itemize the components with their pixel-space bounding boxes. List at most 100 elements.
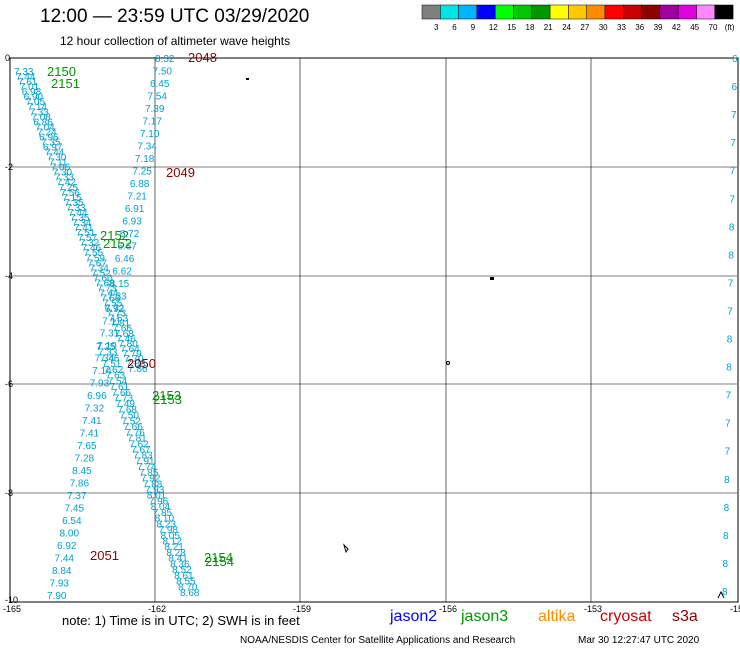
pass-number-label: 2154 bbox=[204, 550, 233, 565]
swh-value: 7.11 bbox=[102, 316, 121, 327]
swh-value: 7.68 bbox=[114, 329, 134, 340]
swh-value: 6.91 bbox=[125, 204, 145, 215]
colorbar-label: 15 bbox=[507, 23, 517, 32]
swh-value: 8.68 bbox=[180, 588, 200, 599]
swh-value: 8.10 bbox=[155, 514, 175, 525]
swh-value: 6.96 bbox=[87, 391, 107, 402]
swh-value: 7.66 bbox=[123, 422, 143, 433]
colorbar-label: 9 bbox=[470, 23, 476, 32]
pass-number-label: 2051 bbox=[90, 548, 119, 563]
swh-value: 7.41 bbox=[82, 416, 102, 427]
swh-value: 8 bbox=[728, 250, 734, 261]
swh-value: 7.55 bbox=[84, 248, 104, 259]
swh-value: 7.56 bbox=[60, 188, 80, 199]
swh-value: 7.66 bbox=[113, 324, 133, 335]
swh-value: 7 bbox=[730, 166, 736, 177]
island-marker bbox=[446, 361, 450, 365]
colorbar-label: 42 bbox=[671, 23, 681, 32]
swh-value: 7.53 bbox=[109, 314, 129, 325]
swh-value: 8.21 bbox=[164, 542, 184, 553]
swh-value: 7.76 bbox=[125, 428, 145, 439]
legend-altika: altika bbox=[538, 608, 576, 625]
swh-value: 6.46 bbox=[115, 254, 135, 265]
swh-value: 7.19 bbox=[97, 341, 117, 352]
swh-value: 7.24 bbox=[37, 127, 57, 138]
colorbar-swatch bbox=[421, 4, 441, 20]
swh-value: 7.86 bbox=[70, 479, 90, 490]
swh-value: 7.44 bbox=[45, 148, 65, 159]
swh-value: 7.92 bbox=[141, 474, 161, 485]
colorbar-label: 27 bbox=[580, 23, 590, 32]
swh-value: 8.04 bbox=[151, 502, 171, 513]
swh-value: 7.93 bbox=[90, 379, 110, 390]
swh-value: 7.21 bbox=[127, 191, 147, 202]
swh-value: 8.52 bbox=[172, 565, 192, 576]
x-tick-label: -150 bbox=[730, 604, 740, 614]
colorbar-swatch bbox=[714, 4, 734, 20]
swh-value: 7 bbox=[725, 419, 731, 430]
swh-value: 7.44 bbox=[16, 72, 36, 83]
colorbar-label: 39 bbox=[653, 23, 663, 32]
swh-value: 6.98 bbox=[22, 87, 42, 98]
swh-value: 7.39 bbox=[145, 104, 165, 115]
swh-value: 8.84 bbox=[52, 566, 72, 577]
swh-value: 7.98 bbox=[159, 525, 179, 536]
island-marker bbox=[490, 277, 494, 280]
swh-value: 7.44 bbox=[68, 208, 88, 219]
swh-value: 7 bbox=[726, 391, 732, 402]
swh-value: 7.79 bbox=[122, 349, 142, 360]
y-tick-label: -4 bbox=[5, 271, 13, 281]
swh-value: 7.67 bbox=[87, 258, 107, 269]
swh-value: 7.74 bbox=[137, 462, 157, 473]
island-marker bbox=[342, 543, 349, 554]
swh-value: 7.34 bbox=[137, 141, 157, 152]
swh-value: 7.62 bbox=[104, 365, 124, 376]
colorbar-label: 33 bbox=[617, 23, 626, 32]
swh-value: 7.81 bbox=[111, 319, 131, 330]
swh-value: 8 bbox=[722, 587, 728, 598]
swh-value: 8 bbox=[723, 531, 729, 542]
colorbar-label: 21 bbox=[543, 23, 553, 32]
swh-value: 7.30 bbox=[47, 153, 67, 164]
island-marker bbox=[717, 590, 725, 599]
swh-value: 7.93 bbox=[145, 485, 165, 496]
swh-value: 7.70 bbox=[124, 354, 144, 365]
swh-value: 8 bbox=[723, 559, 729, 570]
swh-value: 7.54 bbox=[108, 376, 128, 387]
swh-value: 7.14 bbox=[28, 102, 48, 113]
swh-value: 7.66 bbox=[101, 294, 121, 305]
swh-value: 7.33 bbox=[66, 203, 86, 214]
swh-value: 7.61 bbox=[110, 382, 130, 393]
swh-value: 7.41 bbox=[74, 223, 94, 234]
colorbar-swatch bbox=[458, 4, 478, 20]
swh-value: 7.32 bbox=[85, 404, 105, 415]
pass-number-label: 2150 bbox=[47, 64, 76, 79]
pass-number-label: 2151 bbox=[51, 76, 80, 91]
swh-value: 7.49 bbox=[116, 399, 136, 410]
pass-number-label: 2153 bbox=[153, 392, 182, 407]
colorbar-swatch bbox=[440, 4, 459, 20]
swh-value: 7.61 bbox=[18, 77, 38, 88]
colorbar-swatch bbox=[641, 4, 661, 20]
swh-value: 7.51 bbox=[102, 359, 122, 370]
colorbar-swatch bbox=[531, 4, 551, 20]
land-markers bbox=[246, 78, 725, 599]
swh-value: 7.80 bbox=[118, 339, 138, 350]
swh-value: 8.12 bbox=[162, 537, 182, 548]
swh-value: 7.42 bbox=[57, 178, 77, 189]
colorbar-label: 6 bbox=[452, 23, 457, 32]
swh-value: 6.45 bbox=[150, 79, 170, 90]
swh-value: 7.93 bbox=[50, 579, 70, 590]
swh-value: 7.44 bbox=[99, 288, 119, 299]
swh-value: 7.34 bbox=[95, 354, 115, 365]
swh-value: 6.88 bbox=[130, 179, 150, 190]
swh-value: 6.72 bbox=[120, 229, 140, 240]
swh-value: 8.00 bbox=[60, 529, 80, 540]
colorbar-label: 18 bbox=[525, 23, 535, 32]
swh-value: 7.05 bbox=[26, 97, 46, 108]
swh-value: 7.04 bbox=[35, 122, 55, 133]
colorbar-swatch bbox=[659, 4, 679, 20]
colorbar-swatch bbox=[586, 4, 606, 20]
swh-value: 7.18 bbox=[135, 154, 155, 165]
